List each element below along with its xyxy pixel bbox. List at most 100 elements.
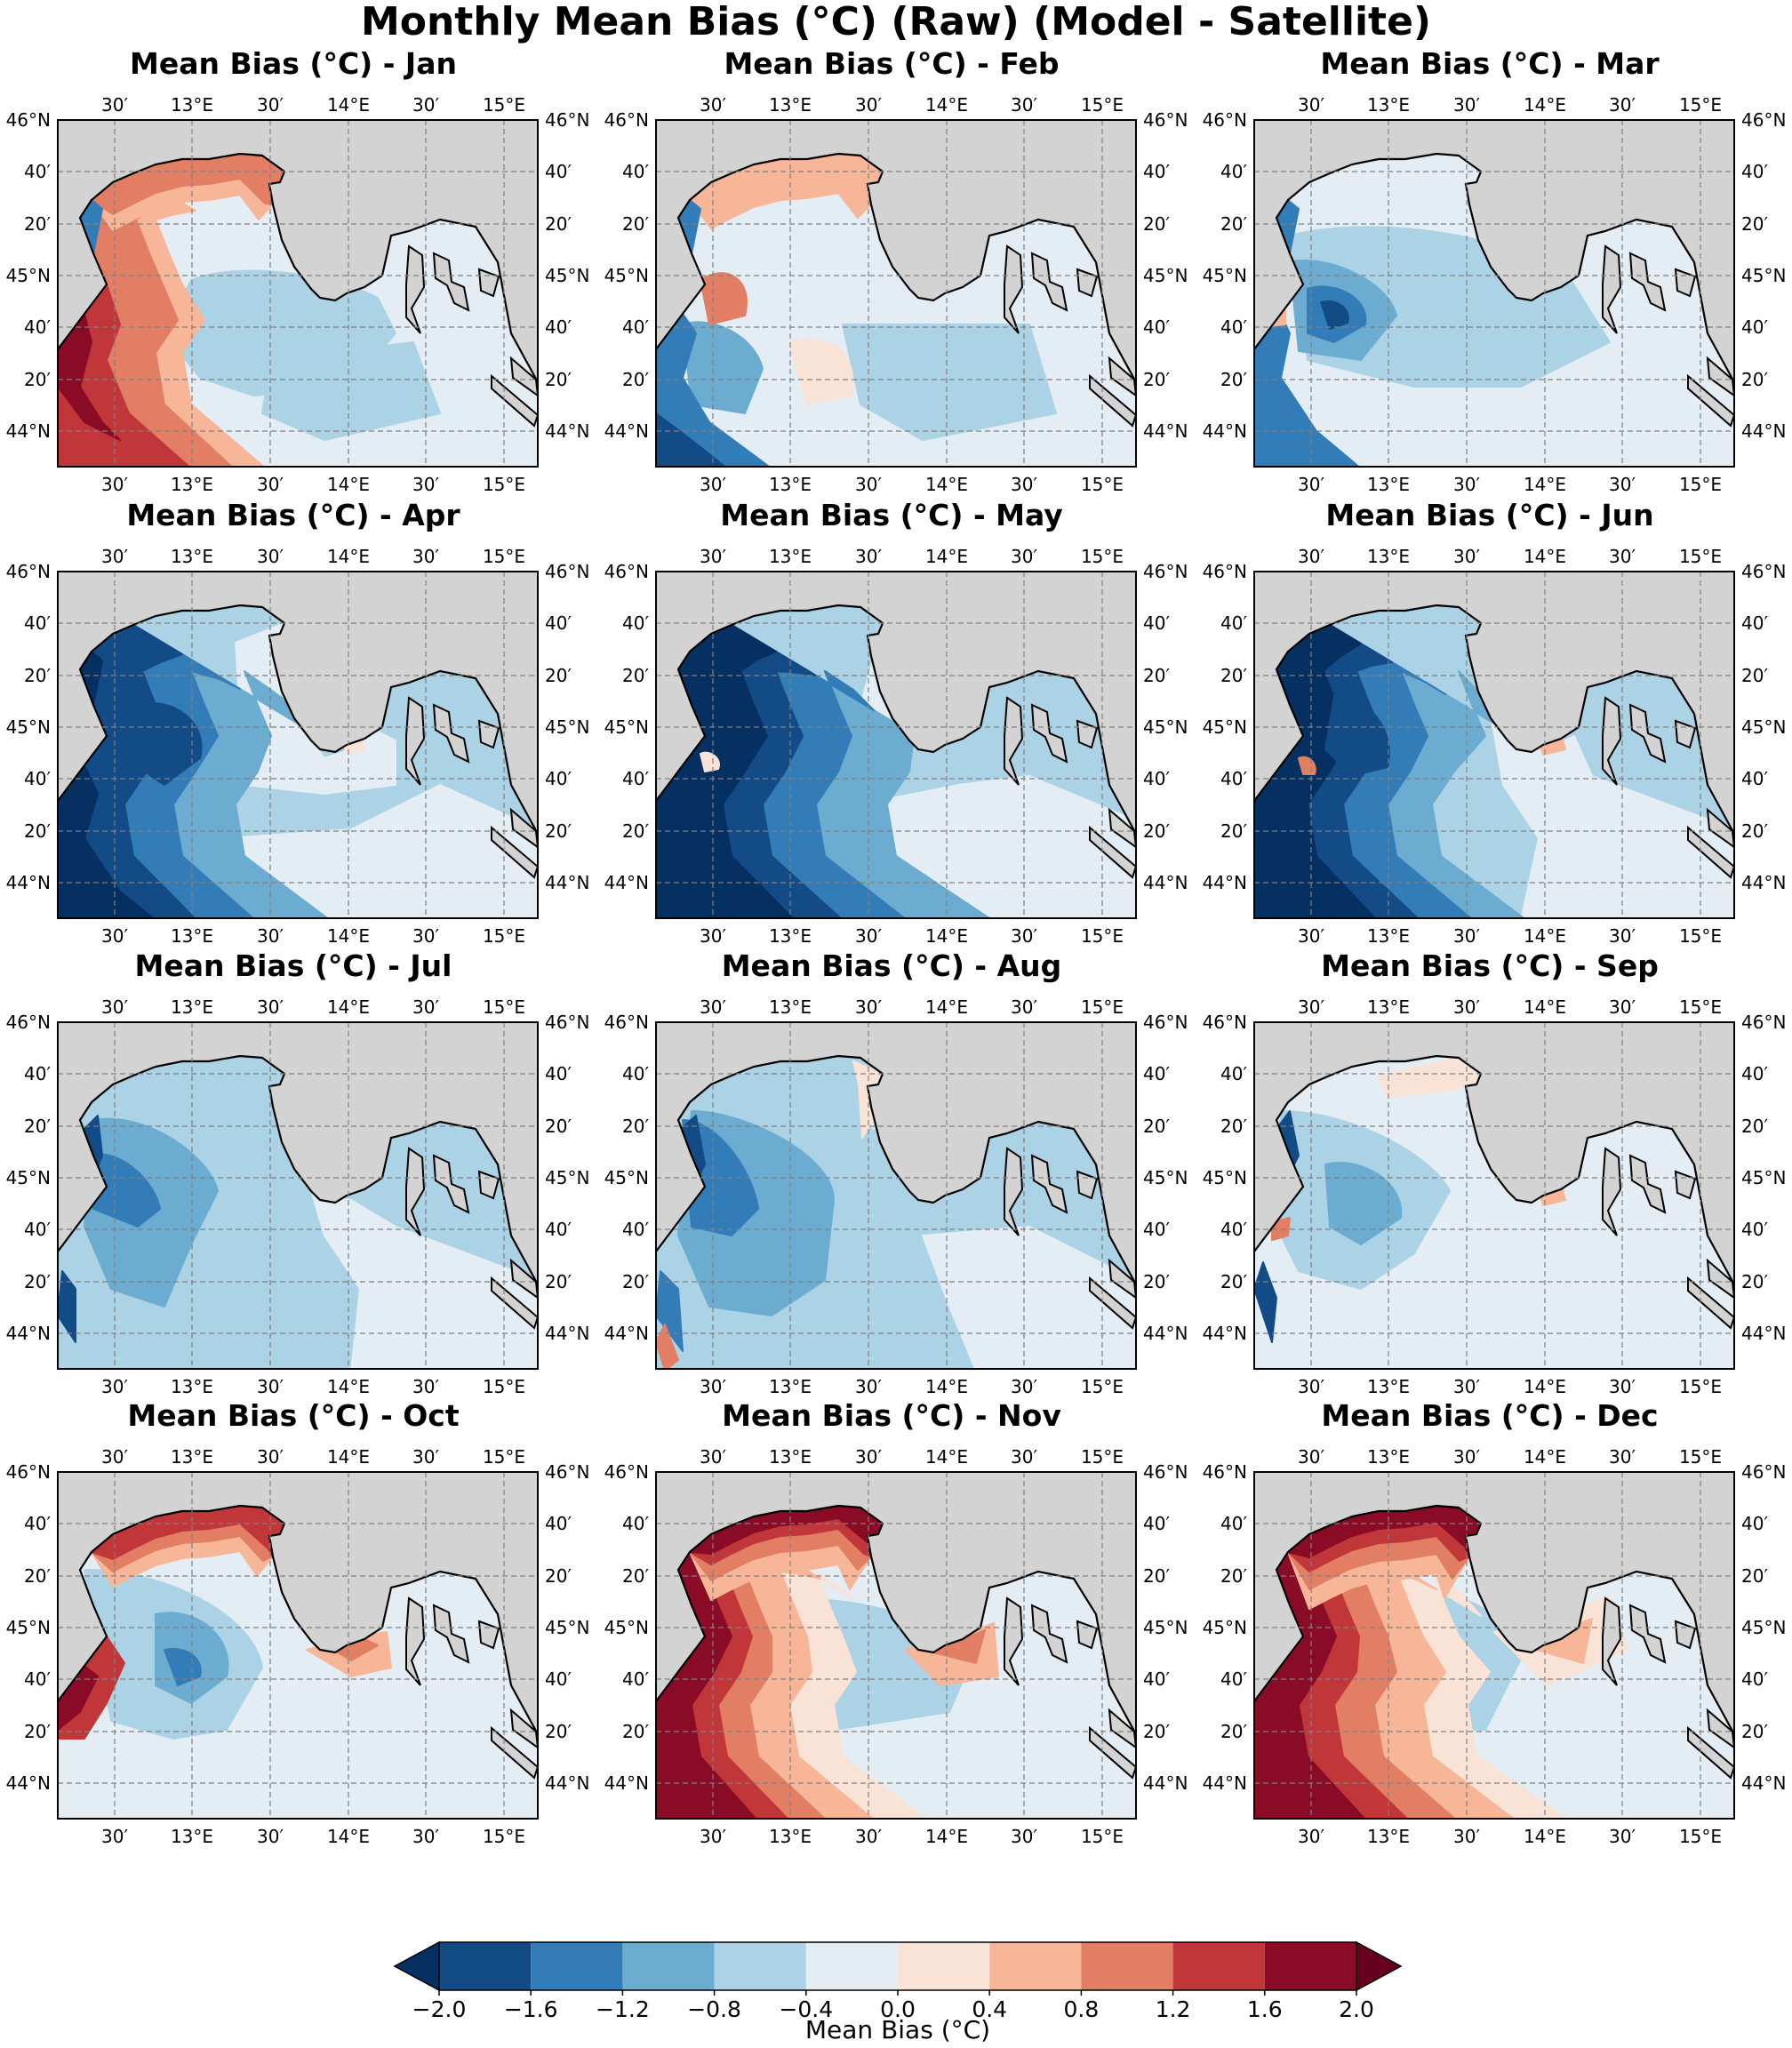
lat-tick-label-right: 40′ (545, 1063, 572, 1084)
lon-tick-label-top: 30′ (1453, 996, 1480, 1018)
lat-tick-label-left: 46°N (604, 1461, 649, 1483)
island (1089, 1725, 1136, 1780)
island (1089, 1276, 1136, 1330)
lon-tick-label-bottom: 15°E (1081, 1826, 1124, 1847)
lat-tick-label-left: 45°N (6, 1167, 51, 1188)
lat-tick-label-left: 20′ (24, 1271, 51, 1292)
lat-tick-label-left: 20′ (622, 665, 649, 686)
lon-tick-label-top: 30′ (855, 546, 882, 567)
colorbar-tick-label: 1.6 (1247, 1996, 1283, 2018)
map-panel-feb: Mean Bias (°C) - Feb 30′ 30′ 13°E 13°E 30′ 30′… (598, 46, 1188, 495)
island (1004, 696, 1024, 786)
lat-tick-label-right: 45°N (1741, 1617, 1786, 1638)
panel-title: Mean Bias (°C) - Feb (724, 46, 1060, 81)
lon-tick-label-bottom: 15°E (1081, 474, 1124, 495)
colorbar-segment (805, 1942, 898, 1990)
lat-tick-label-right: 40′ (1741, 1063, 1768, 1084)
lat-tick-label-right: 44°N (545, 420, 589, 442)
lon-tick-label-top: 14°E (327, 94, 370, 116)
lat-tick-label-right: 20′ (1741, 1565, 1768, 1587)
lat-tick-label-left: 46°N (1203, 109, 1247, 131)
lon-tick-label-top: 14°E (925, 94, 968, 116)
lat-tick-label-right: 46°N (545, 1461, 589, 1483)
map-frame (1253, 571, 1735, 919)
lon-tick-label-bottom: 15°E (1679, 474, 1722, 495)
lon-tick-label-top: 14°E (1524, 546, 1566, 567)
lon-tick-label-bottom: 14°E (327, 1376, 370, 1397)
lat-tick-label-left: 20′ (24, 213, 51, 235)
lat-tick-label-right: 44°N (1741, 872, 1786, 893)
map-canvas: 30′ 30′ 13°E 13°E 30′ 30′ 14°E 14°E 30′ 30′ 15°E 15… (6, 94, 590, 495)
colorbar-extend-high (1356, 1940, 1403, 1992)
island (432, 1154, 470, 1214)
colorbar: −2.0 −1.6 −1.2 −0.8 −0.4 0.0 0.4 0.8 1.2 1.6 2.0 M… (391, 1938, 1404, 2048)
lat-tick-label-left: 40′ (1220, 1063, 1247, 1084)
island (1628, 252, 1667, 312)
lat-tick-label-left: 40′ (1220, 768, 1247, 789)
lat-tick-label-right: 20′ (1741, 1116, 1768, 1137)
lat-tick-label-right: 45°N (1143, 265, 1188, 286)
lon-tick-label-bottom: 30′ (1453, 474, 1480, 495)
coastline (58, 152, 538, 383)
lat-tick-label-right: 20′ (545, 1565, 572, 1587)
lat-tick-label-right: 40′ (1143, 1668, 1170, 1690)
lat-tick-label-left: 20′ (24, 1565, 51, 1587)
lon-tick-label-top: 30′ (1298, 546, 1324, 567)
lat-tick-label-right: 40′ (545, 1219, 572, 1240)
lon-tick-label-bottom: 30′ (855, 925, 882, 947)
panel-title: Mean Bias (°C) - Nov (722, 1398, 1061, 1433)
island (1687, 373, 1734, 428)
island (491, 373, 538, 428)
lat-tick-label-right: 40′ (1741, 1219, 1768, 1240)
lon-tick-label-bottom: 15°E (483, 1376, 525, 1397)
lat-tick-label-right: 46°N (545, 561, 589, 582)
lat-tick-label-right: 44°N (1143, 420, 1188, 442)
panel-title: Mean Bias (°C) - Jul (134, 948, 452, 983)
lat-tick-label-right: 20′ (1143, 1116, 1170, 1137)
lat-tick-label-left: 44°N (604, 420, 649, 442)
gridlines (1254, 571, 1734, 918)
map-canvas: 30′ 30′ 13°E 13°E 30′ 30′ 14°E 14°E 30′ 30′ 15°E 15… (1203, 546, 1787, 947)
island (405, 696, 426, 786)
map-frame (57, 1471, 539, 1820)
lat-tick-label-right: 44°N (1741, 1772, 1786, 1794)
lon-tick-label-bottom: 14°E (327, 925, 370, 947)
colorbar-tick-label: −2.0 (412, 1996, 467, 2018)
lon-tick-label-bottom: 13°E (1367, 1826, 1410, 1847)
lon-tick-label-bottom: 15°E (1081, 925, 1124, 947)
lon-tick-label-top: 30′ (700, 546, 726, 567)
island (405, 1596, 426, 1686)
lat-tick-label-left: 46°N (1203, 1461, 1247, 1483)
lon-tick-label-bottom: 30′ (257, 1376, 284, 1397)
lon-tick-label-top: 15°E (1081, 94, 1124, 116)
lat-tick-label-left: 45°N (604, 265, 649, 286)
island (1108, 1258, 1136, 1300)
lon-tick-label-bottom: 15°E (483, 474, 525, 495)
lon-tick-label-top: 30′ (855, 1446, 882, 1468)
map-frame (57, 571, 539, 919)
lat-tick-label-right: 46°N (1143, 1012, 1188, 1033)
lat-tick-label-left: 40′ (1220, 1668, 1247, 1690)
lat-tick-label-right: 40′ (1143, 1219, 1170, 1240)
lon-tick-label-bottom: 30′ (855, 474, 882, 495)
colorbar-tick-label: 0.8 (1064, 1996, 1100, 2018)
lat-tick-label-left: 20′ (1220, 665, 1247, 686)
lat-tick-label-left: 20′ (1220, 1116, 1247, 1137)
lat-tick-label-right: 46°N (1741, 1461, 1786, 1483)
map-frame (655, 1021, 1137, 1370)
lon-tick-label-bottom: 15°E (483, 925, 525, 947)
lon-tick-label-top: 30′ (1609, 94, 1636, 116)
lon-tick-label-bottom: 14°E (925, 1376, 968, 1397)
colorbar-segment (622, 1942, 715, 1990)
lat-tick-label-right: 46°N (1741, 109, 1786, 131)
lon-tick-label-bottom: 30′ (1298, 1376, 1324, 1397)
lat-tick-label-left: 40′ (24, 1219, 51, 1240)
lon-tick-label-bottom: 30′ (700, 1376, 726, 1397)
colorbar-scale: −2.0 −1.6 −1.2 −0.8 −0.4 0.0 0.4 0.8 1.2 1.6 2.0 (393, 1940, 1403, 2022)
lat-tick-label-right: 46°N (545, 109, 589, 131)
colorbar-segment (1081, 1942, 1173, 1990)
lat-tick-label-right: 20′ (545, 1271, 572, 1292)
lat-tick-label-right: 46°N (545, 1012, 589, 1033)
lon-tick-label-top: 30′ (412, 94, 439, 116)
coastline (656, 604, 1136, 835)
